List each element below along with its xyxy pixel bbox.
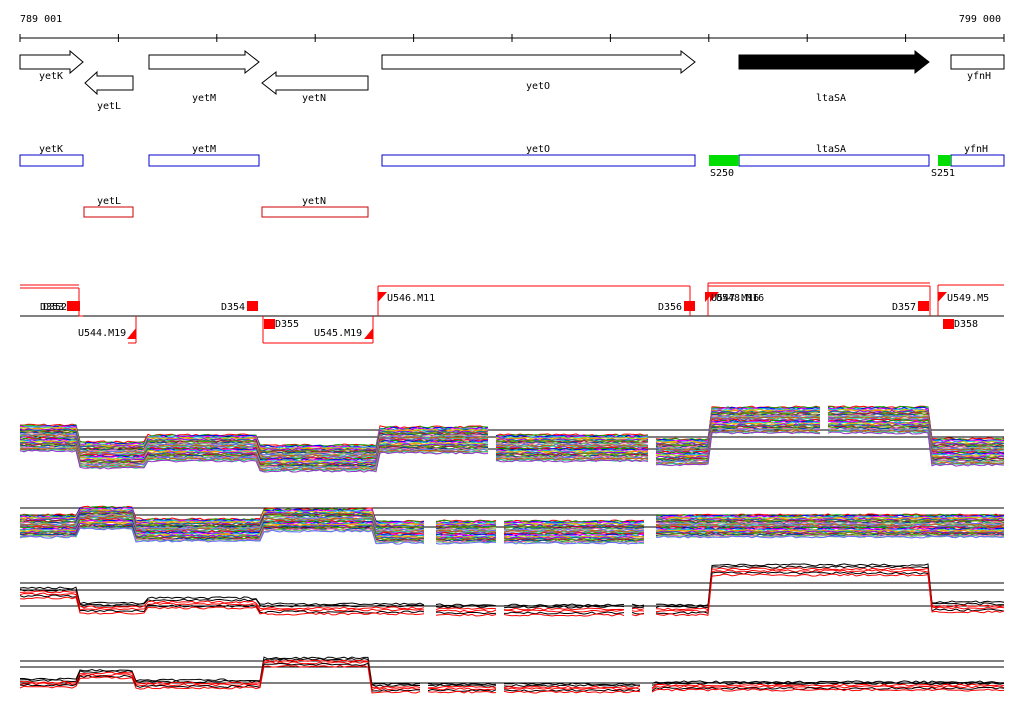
feature-label-d355: D355	[275, 319, 299, 330]
feature-label-u547: U547.M16	[711, 293, 759, 304]
promoter-u544[interactable]	[127, 328, 136, 339]
sigma-label: S250	[710, 168, 734, 179]
plus-annotation-track: yetK yetM yetO ltaSA yfnH S250 S251	[19, 144, 1005, 179]
gene-arrow-yetn[interactable]: yetN	[261, 70, 369, 104]
terminator-d356[interactable]	[684, 301, 695, 311]
gene-label: yetL	[97, 101, 121, 112]
gene-label: yfnH	[967, 71, 991, 82]
annotation-label: yetO	[526, 144, 550, 155]
promoter-u548[interactable]	[710, 292, 719, 302]
feature-label-d354: D354	[221, 302, 245, 313]
terminator-d358[interactable]	[943, 319, 954, 329]
coordinate-ruler: 789 001 799 000	[19, 14, 1005, 42]
gene-label: yetK	[39, 71, 63, 82]
expression-panel-2	[19, 505, 1005, 545]
feature-label-u549: U549.M5	[947, 293, 989, 304]
feature-label-d356: D356	[658, 302, 682, 313]
feature-track: D353 D352 D354 D355 D356 D357 D358 U544.…	[20, 282, 1004, 344]
annotation-label: yetM	[192, 144, 216, 155]
feature-label-d357: D357	[892, 302, 916, 313]
end-coordinate: 799 000	[959, 14, 1001, 25]
sigma-label: S251	[931, 168, 955, 179]
gene-track: yetK yetL yetM yetN yetO ltaSA yfnH	[19, 49, 1005, 112]
gene-label: yetO	[526, 81, 550, 92]
annotation-box-yeto[interactable]	[381, 154, 696, 167]
gene-arrow-yfnh[interactable]: yfnH	[950, 54, 1005, 82]
gene-arrow-yetm[interactable]: yetM	[148, 49, 260, 104]
annotation-label: ltaSA	[816, 144, 846, 155]
gene-arrow-ltasa[interactable]: ltaSA	[738, 49, 930, 104]
gene-arrow-yetl[interactable]: yetL	[84, 70, 134, 112]
minus-annotation-track: yetL yetN	[83, 196, 369, 218]
feature-label-u546: U546.M11	[387, 293, 435, 304]
annotation-box-yetl[interactable]	[83, 206, 134, 218]
sigma-site-s251[interactable]	[938, 155, 951, 166]
feature-label-d358: D358	[954, 319, 978, 330]
feature-label-u544: U544.M19	[78, 328, 126, 339]
terminator-d355[interactable]	[264, 319, 275, 329]
expression-panel-3	[19, 563, 1005, 617]
terminator-d352[interactable]	[67, 301, 80, 311]
expression-panel-1	[19, 405, 1005, 473]
gene-arrow-yeto[interactable]: yetO	[381, 49, 696, 92]
annotation-label: yetN	[302, 196, 326, 207]
gene-label: yetM	[192, 93, 216, 104]
feature-label-u545: U545.M19	[314, 328, 362, 339]
annotation-box-ltasa[interactable]	[738, 154, 930, 167]
gene-label: yetN	[302, 93, 326, 104]
feature-label-d352: D352	[43, 302, 67, 313]
terminator-d357[interactable]	[918, 301, 929, 311]
promoter-u545[interactable]	[364, 328, 373, 339]
expression-panel-4	[19, 656, 1005, 694]
start-coordinate: 789 001	[20, 14, 62, 25]
promoter-u549[interactable]	[938, 292, 947, 302]
annotation-label: yetL	[97, 196, 121, 207]
promoter-u546[interactable]	[378, 292, 387, 302]
annotation-box-yfnh[interactable]	[950, 154, 1005, 167]
annotation-label: yfnH	[964, 144, 988, 155]
gene-arrow-yetk[interactable]: yetK	[19, 49, 84, 82]
annotation-box-yetn[interactable]	[261, 206, 369, 218]
feature-label-d353: D353	[40, 302, 64, 313]
annotation-box-yetm[interactable]	[148, 154, 260, 167]
terminator-d354[interactable]	[247, 301, 258, 311]
sigma-site-s250[interactable]	[709, 155, 739, 166]
annotation-box-yetk[interactable]	[19, 154, 84, 167]
annotation-label: yetK	[39, 144, 63, 155]
gene-label: ltaSA	[816, 93, 846, 104]
feature-label-u548: U548.M16	[716, 293, 764, 304]
